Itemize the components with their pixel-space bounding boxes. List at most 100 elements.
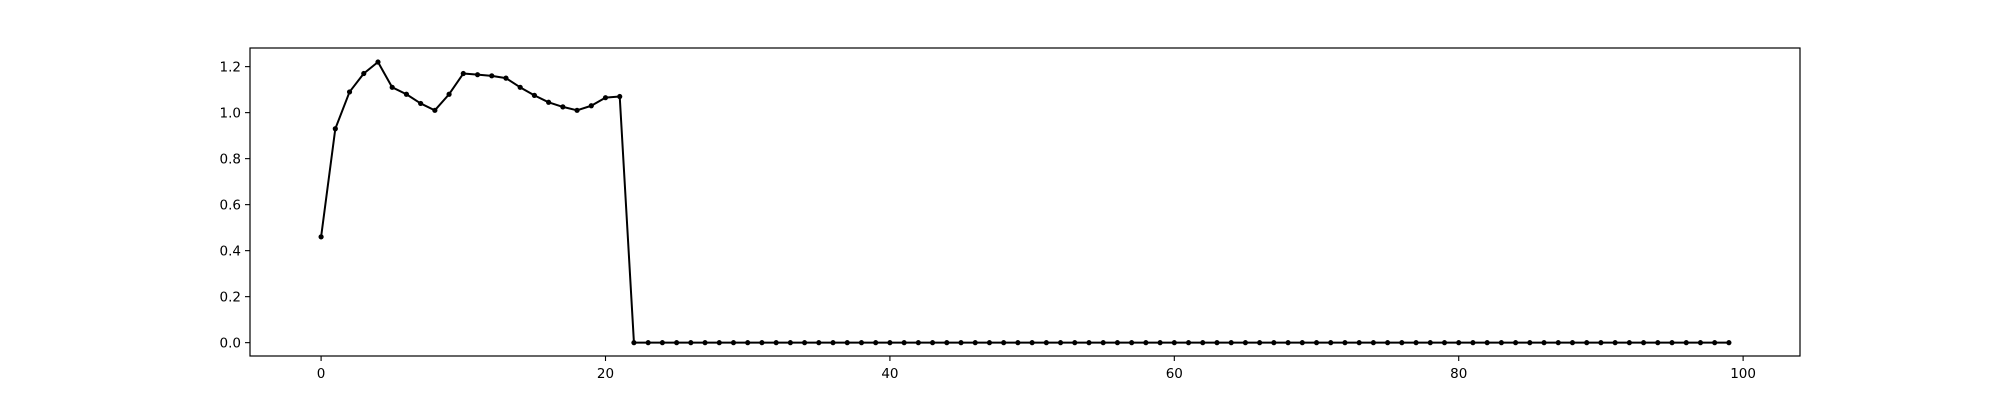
data-point xyxy=(688,340,694,346)
data-point xyxy=(1626,340,1632,346)
data-point xyxy=(1200,340,1206,346)
data-point xyxy=(915,340,921,346)
data-point xyxy=(1669,340,1675,346)
data-point xyxy=(588,103,594,109)
data-point xyxy=(801,340,808,346)
data-point xyxy=(1726,340,1732,346)
data-point xyxy=(1129,340,1135,346)
data-point xyxy=(446,91,452,97)
data-point xyxy=(1114,340,1121,346)
data-point xyxy=(489,73,495,79)
data-point xyxy=(1257,340,1263,346)
data-point xyxy=(1328,340,1334,346)
data-point xyxy=(1569,340,1576,346)
data-point xyxy=(1683,340,1689,346)
data-point xyxy=(1555,340,1561,346)
data-point xyxy=(972,340,978,346)
y-tick-label: 1.2 xyxy=(220,60,241,76)
data-point xyxy=(1029,340,1035,346)
data-point xyxy=(474,72,481,78)
data-point xyxy=(1527,340,1533,346)
data-point xyxy=(645,340,651,346)
y-tick-label: 0.6 xyxy=(220,198,241,214)
data-point xyxy=(1697,340,1704,346)
data-point xyxy=(1712,340,1718,346)
data-point xyxy=(1100,340,1106,346)
data-point xyxy=(1043,340,1049,346)
data-point xyxy=(617,93,623,100)
data-point xyxy=(546,99,552,105)
y-tick-label: 0.0 xyxy=(220,336,241,352)
x-tick-label: 0 xyxy=(317,366,326,382)
data-point xyxy=(1001,340,1007,346)
data-point xyxy=(531,92,538,98)
data-point xyxy=(1470,340,1476,346)
x-tick-label: 40 xyxy=(881,366,898,382)
data-point xyxy=(1584,340,1590,346)
data-point xyxy=(1612,340,1618,346)
data-point xyxy=(631,340,637,346)
data-point xyxy=(929,340,936,346)
data-point xyxy=(745,340,751,346)
x-tick-label: 20 xyxy=(597,366,614,382)
data-point xyxy=(602,95,609,101)
data-point xyxy=(1086,340,1092,346)
data-point xyxy=(1541,340,1547,346)
data-point xyxy=(901,340,907,346)
series-line xyxy=(320,61,1729,344)
data-point xyxy=(403,91,410,97)
data-point xyxy=(1640,340,1647,346)
data-point xyxy=(346,89,353,95)
data-point xyxy=(1299,340,1305,346)
data-point xyxy=(361,70,367,77)
data-point xyxy=(986,340,993,346)
data-point xyxy=(844,340,850,346)
data-point xyxy=(1185,340,1192,346)
data-point xyxy=(1057,340,1064,346)
y-tick-label: 0.8 xyxy=(220,152,241,168)
data-point xyxy=(887,340,893,346)
data-point xyxy=(1015,340,1021,346)
y-tick-label: 0.4 xyxy=(220,244,241,260)
data-point xyxy=(1413,340,1419,346)
data-point xyxy=(1484,340,1490,346)
x-axis: 0 20 40 60 80 100 xyxy=(317,356,1756,382)
data-point xyxy=(759,340,765,346)
y-tick-label: 0.2 xyxy=(220,290,241,306)
data-point xyxy=(1655,340,1661,346)
data-point xyxy=(1072,340,1078,346)
data-point xyxy=(1214,340,1220,346)
data-point xyxy=(432,107,438,113)
data-point xyxy=(674,340,680,346)
plot-frame xyxy=(249,47,1801,357)
x-tick-label: 100 xyxy=(1730,366,1756,382)
data-point xyxy=(816,340,822,346)
data-point xyxy=(730,340,737,346)
data-point xyxy=(1228,340,1234,346)
data-point xyxy=(702,340,708,346)
data-point xyxy=(830,340,836,346)
data-point xyxy=(873,340,879,346)
data-point xyxy=(1271,340,1277,346)
data-point xyxy=(1313,340,1320,346)
plot-background xyxy=(250,48,1800,356)
data-point xyxy=(1356,340,1362,346)
data-point xyxy=(716,340,722,346)
data-point xyxy=(517,84,523,90)
x-tick-label: 60 xyxy=(1166,366,1183,382)
data-point xyxy=(418,100,424,107)
data-point xyxy=(1143,340,1149,346)
data-point xyxy=(1171,340,1177,346)
data-point xyxy=(958,340,964,346)
y-tick-label: 1.0 xyxy=(220,106,241,122)
data-point xyxy=(1456,340,1462,346)
data-point xyxy=(1342,340,1348,346)
series-layer xyxy=(318,59,1732,346)
data-point xyxy=(318,234,324,240)
data-point xyxy=(1427,340,1433,346)
data-point xyxy=(1370,340,1376,346)
data-point xyxy=(944,340,950,346)
data-point xyxy=(375,59,381,65)
data-point xyxy=(1498,340,1504,346)
